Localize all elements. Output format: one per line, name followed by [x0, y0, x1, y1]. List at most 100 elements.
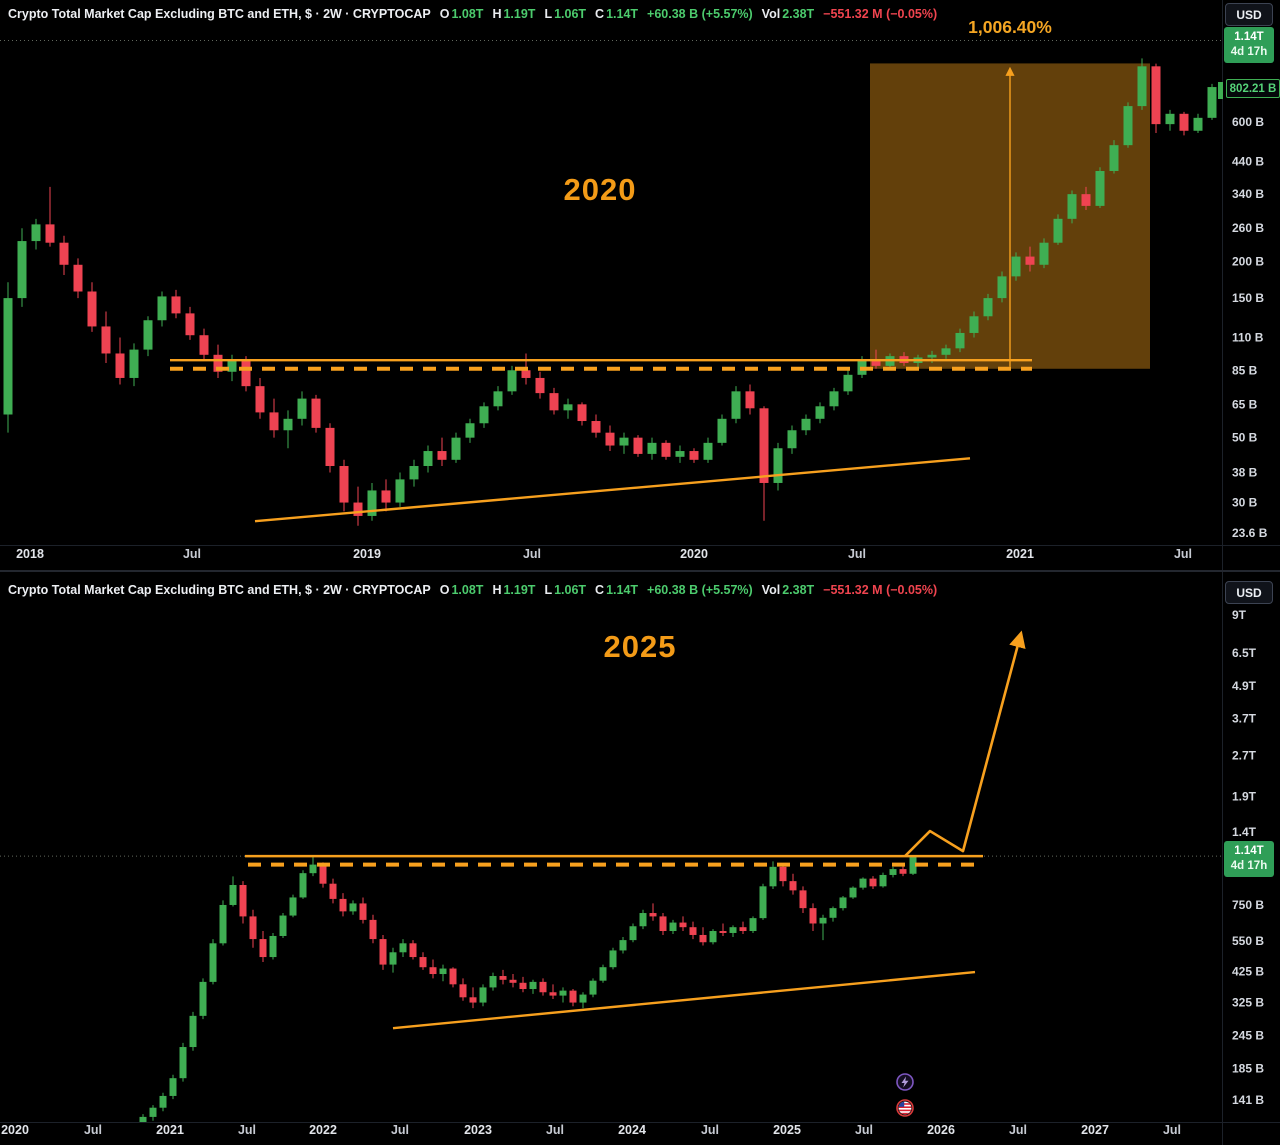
candle-body	[689, 451, 699, 460]
candle-body	[629, 926, 637, 941]
candle-body	[719, 931, 727, 933]
candle-body	[689, 927, 697, 935]
volume-label: Vol	[761, 583, 781, 597]
candle-body	[169, 1078, 177, 1096]
candle-body	[159, 1095, 167, 1108]
price-tick-label: 110 B	[1232, 331, 1264, 345]
candle-body	[549, 992, 557, 996]
price-tick-label: 2.7T	[1232, 748, 1257, 762]
candle-body	[759, 886, 767, 919]
candle-body	[639, 913, 647, 927]
candle-body	[535, 377, 545, 394]
candle-body	[493, 391, 503, 407]
candle-body	[609, 950, 617, 968]
candle-body	[429, 967, 437, 975]
candle-body	[479, 987, 487, 1003]
candle-body	[709, 931, 717, 943]
price-tick-label: 425 B	[1232, 964, 1264, 978]
high-value: 1.19T	[503, 583, 536, 597]
close-label: C	[595, 583, 605, 597]
change-value: +60.38 B (+5.57%)	[647, 7, 753, 21]
candle-body	[437, 451, 447, 460]
candle-body	[529, 981, 537, 990]
candle-body	[843, 374, 853, 392]
close-value: 1.14T	[606, 583, 639, 597]
price-tick-label: 600 B	[1232, 115, 1264, 129]
candle-body	[3, 298, 13, 415]
candle-body	[409, 943, 417, 958]
candle-body	[229, 885, 237, 905]
candle-body	[879, 874, 887, 887]
lightning-icon[interactable]	[896, 1073, 914, 1091]
time-axis[interactable]: 2018 Jul 2019 Jul 2020 Jul 2021 Jul	[16, 547, 1192, 561]
currency-button-usd[interactable]: USD	[1225, 3, 1273, 26]
time-axis[interactable]: 2020 Jul 2021 Jul 2022 Jul 2023 Jul 2024 Jul 2025 J…	[1, 1123, 1181, 1137]
price-tick-label: 141 B	[1232, 1093, 1264, 1107]
price-tick-label: 340 B	[1232, 187, 1264, 201]
last-bar-marker	[1218, 82, 1223, 99]
open-label: O	[439, 583, 450, 597]
candle-body	[859, 878, 867, 888]
candle-body	[283, 418, 293, 431]
candle-body	[871, 360, 881, 366]
candle-body	[199, 335, 209, 355]
candle-body	[279, 915, 287, 936]
close-value: 1.14T	[606, 7, 639, 21]
candle-body	[101, 326, 111, 354]
candle-body	[787, 430, 797, 449]
candle-body	[189, 1015, 197, 1048]
price-tick-label: 1.4T	[1232, 825, 1257, 839]
candle-body	[465, 423, 475, 438]
us-flag-icon[interactable]	[896, 1099, 914, 1117]
volume-change-value: −551.32 M (−0.05%)	[823, 583, 938, 597]
candle-body	[849, 887, 857, 898]
candle-body	[679, 922, 687, 928]
symbol-header-bottom: Crypto Total Market Cap Excluding BTC an…	[8, 583, 937, 597]
currency-button-usd[interactable]: USD	[1225, 581, 1273, 604]
candle-body	[749, 918, 757, 932]
candle-body	[389, 952, 397, 965]
candle-body	[239, 885, 247, 917]
price-tick-label: 245 B	[1232, 1029, 1264, 1043]
candle-body	[1095, 170, 1105, 206]
price-tick-label: 6.5T	[1232, 646, 1257, 660]
candle-body	[647, 442, 657, 454]
candle-body	[591, 421, 601, 433]
price-axis[interactable]: 600 B 440 B 340 B 260 B 200 B 150 B 110 B 85 B 6…	[1232, 115, 1268, 540]
price-axis[interactable]: 9T 6.5T 4.9T 3.7T 2.7T 1.9T 1.4T 750 B 550 B 425 …	[1232, 608, 1264, 1107]
drawing-year-label-2020[interactable]: 2020	[563, 172, 637, 207]
candle-body	[1109, 145, 1119, 171]
candle-body	[499, 976, 507, 980]
plot-area	[0, 39, 1222, 526]
candle-body	[369, 919, 377, 940]
candle-body	[399, 943, 407, 953]
current-price: 1.14T	[1234, 31, 1264, 43]
price-chart-2020[interactable]: 600 B 440 B 340 B 260 B 200 B 150 B 110 B 85 B 6…	[0, 0, 1280, 570]
candle-body	[255, 386, 265, 413]
candle-body	[297, 398, 307, 419]
current-price: 1.14T	[1234, 845, 1264, 857]
candle-body	[451, 437, 461, 460]
drawing-year-label-2025[interactable]: 2025	[603, 629, 677, 664]
price-tick-label: 23.6 B	[1232, 526, 1268, 540]
candle-body	[507, 370, 517, 392]
candle-body	[329, 883, 337, 899]
candle-body	[449, 968, 457, 985]
measure-percent-label[interactable]: 1,006.40%	[968, 17, 1052, 37]
candle-body	[367, 490, 377, 516]
candle-body	[731, 391, 741, 419]
candle-body	[983, 298, 993, 317]
low-value: 1.06T	[554, 583, 587, 597]
candle-body	[185, 313, 195, 336]
price-chart-2025[interactable]: 9T 6.5T 4.9T 3.7T 2.7T 1.9T 1.4T 750 B 550 B 425 …	[0, 572, 1280, 1145]
candle-body	[869, 878, 877, 887]
time-tick-label: Jul	[855, 1123, 873, 1137]
candle-body	[1011, 256, 1021, 277]
time-tick-label: Jul	[1174, 547, 1192, 561]
candle-body	[1123, 106, 1133, 146]
price-tick-label: 1.9T	[1232, 790, 1257, 804]
candle-body	[311, 398, 321, 428]
candle-body	[521, 370, 531, 378]
time-tick-label: Jul	[183, 547, 201, 561]
candle-body	[1039, 242, 1049, 265]
